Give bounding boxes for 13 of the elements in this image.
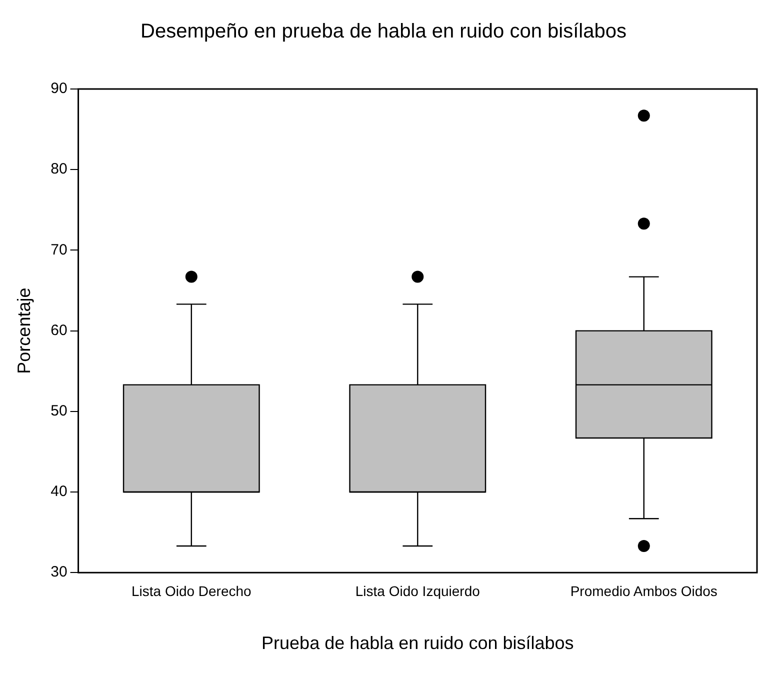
chart-title: Desempeño en prueba de habla en ruido con bisílabos [140, 20, 626, 43]
y-tick-label: 40 [50, 483, 68, 500]
y-axis-title: Porcentaje [14, 288, 34, 374]
x-tick-label: Promedio Ambos Oidos [570, 582, 718, 599]
x-tick-label: Lista Oido Derecho [131, 582, 252, 599]
y-tick-label: 90 [50, 80, 68, 98]
x-axis-title: Prueba de habla en ruido con bisílabos [262, 633, 574, 654]
x-tick-label: Lista Oido Izquierdo [355, 582, 480, 599]
y-tick-label: 80 [50, 160, 68, 178]
y-tick-label: 60 [50, 322, 68, 339]
y-tick-label: 30 [50, 564, 68, 581]
y-tick-label: 50 [50, 402, 68, 420]
y-tick-label: 70 [50, 241, 68, 258]
